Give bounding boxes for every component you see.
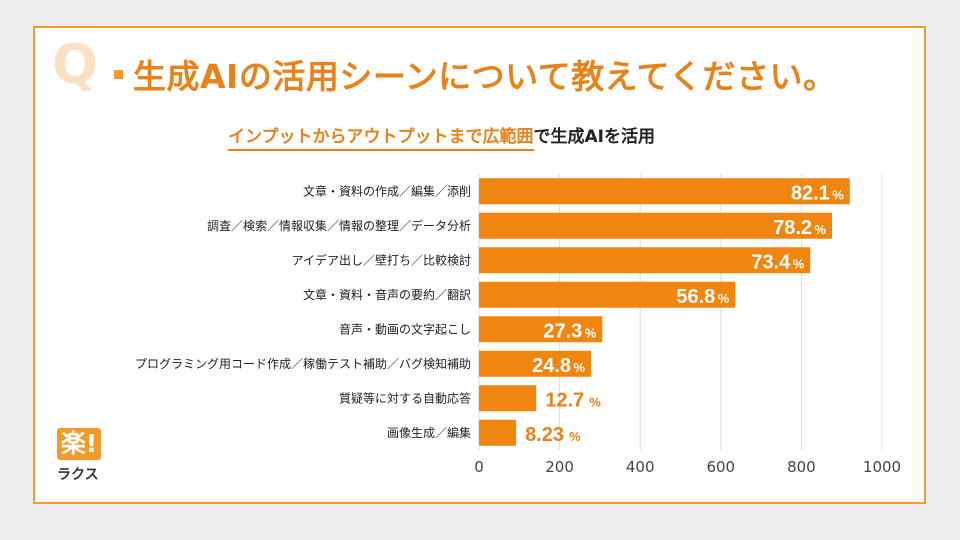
data-label-unit: % bbox=[793, 256, 805, 271]
bar bbox=[479, 316, 603, 343]
data-label-unit: % bbox=[589, 394, 601, 409]
bar bbox=[479, 385, 537, 412]
data-label: 24.8 bbox=[532, 355, 571, 377]
bar bbox=[479, 247, 811, 274]
bar bbox=[479, 419, 517, 446]
category-label: 画像生成／編集 bbox=[387, 425, 471, 440]
logo-mark: 楽! bbox=[57, 428, 101, 460]
data-label: 73.4 bbox=[751, 251, 791, 273]
category-label: 質疑等に対する自動応答 bbox=[339, 390, 471, 405]
subtitle-highlight: インプットからアウトプットまで広範囲 bbox=[228, 127, 534, 151]
data-label-unit: % bbox=[718, 291, 730, 306]
data-label: 8.23 bbox=[525, 424, 564, 446]
data-label: 27.3 bbox=[543, 320, 582, 342]
data-label-unit: % bbox=[569, 429, 581, 444]
category-label: 調査／検索／情報収集／情報の整理／データ分析 bbox=[207, 218, 471, 233]
page-title: 生成AIの活用シーンについて教えてください。 bbox=[133, 57, 837, 96]
category-label: 文章・資料・音声の要約／翻訳 bbox=[303, 287, 471, 302]
data-label-unit: % bbox=[832, 187, 844, 202]
q-dot bbox=[114, 70, 123, 79]
x-tick-label: 1000 bbox=[863, 458, 901, 476]
data-label-unit: % bbox=[585, 325, 597, 340]
x-tick-label: 200 bbox=[545, 458, 574, 476]
x-tick-label: 600 bbox=[706, 458, 735, 476]
bar bbox=[479, 350, 592, 377]
x-tick-label: 0 bbox=[474, 458, 484, 476]
subtitle: インプットからアウトプットまで広範囲で生成AIを活用 bbox=[228, 122, 655, 151]
rakus-logo: 楽! ラクス bbox=[57, 428, 107, 488]
data-label: 12.7 bbox=[545, 389, 584, 411]
data-label: 82.1 bbox=[791, 182, 830, 204]
bar bbox=[479, 281, 736, 308]
x-tick-label: 400 bbox=[626, 458, 655, 476]
x-tick-label: 800 bbox=[787, 458, 816, 476]
data-label: 78.2 bbox=[773, 217, 812, 239]
category-label: 音声・動画の文字起こし bbox=[339, 321, 471, 336]
logo-name: ラクス bbox=[57, 467, 99, 483]
q-mark: Q bbox=[52, 33, 98, 96]
bar bbox=[479, 178, 850, 205]
category-label: プログラミング用コード作成／稼働テスト補助／バグ検知補助 bbox=[135, 356, 471, 371]
data-label-unit: % bbox=[814, 222, 826, 237]
data-label-unit: % bbox=[573, 360, 585, 375]
subtitle-rest: で生成AIを活用 bbox=[533, 127, 655, 147]
category-label: 文章・資料の作成／編集／添削 bbox=[303, 183, 471, 198]
bar bbox=[479, 212, 833, 239]
data-label: 56.8 bbox=[676, 286, 715, 308]
category-label: アイデア出し／壁打ち／比較検討 bbox=[292, 252, 471, 267]
